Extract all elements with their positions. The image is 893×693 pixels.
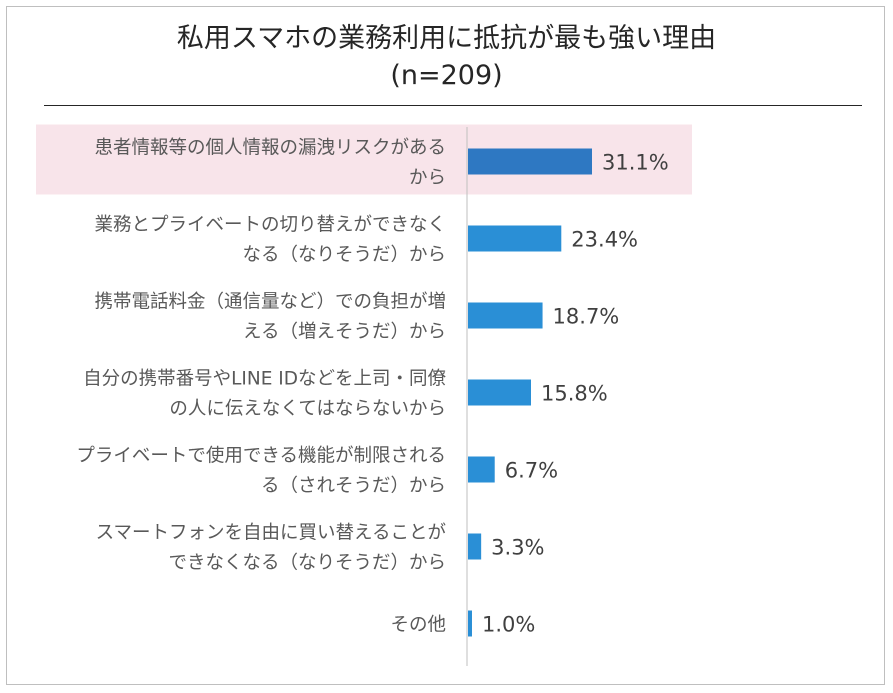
bar-5 — [468, 533, 482, 560]
category-label-2-line-0: 携帯電話料金（通信量など）での負担が増 — [94, 292, 446, 313]
bar-6 — [468, 610, 472, 637]
category-label-4-line-1: る（されそうだ）から — [261, 476, 446, 497]
bar-4 — [468, 456, 495, 483]
chart-subtitle: (n=209) — [390, 60, 503, 91]
chart-title-main: 私用スマホの業務利用に抵抗が最も強い理由 — [176, 23, 717, 54]
value-label-2: 18.7% — [553, 305, 620, 329]
value-label-1: 23.4% — [571, 228, 638, 252]
bar-3 — [468, 379, 531, 406]
value-label-3: 15.8% — [541, 382, 608, 406]
chart-frame — [6, 6, 885, 685]
bar-2 — [468, 302, 543, 329]
category-label-0-line-0: 患者情報等の個人情報の漏洩リスクがある — [94, 138, 446, 159]
category-label-3-line-1: の人に伝えなくてはならないから — [169, 399, 446, 420]
chart-title: 私用スマホの業務利用に抵抗が最も強い理由 (n=209) — [0, 20, 893, 94]
value-label-0: 31.1% — [602, 151, 669, 175]
category-label-0-line-1: から — [409, 168, 446, 189]
category-label-6-line-0: その他 — [390, 615, 446, 636]
title-divider — [44, 105, 862, 106]
category-label-4-line-0: プライベートで使用できる機能が制限される — [76, 446, 446, 467]
category-label-1-line-1: なる（なりそうだ）から — [242, 245, 446, 266]
bar-0 — [468, 148, 592, 175]
category-label-2-line-1: える（増えそうだ）から — [243, 322, 446, 343]
value-label-6: 1.0% — [482, 613, 535, 637]
bar-1 — [468, 225, 562, 252]
category-label-1-line-0: 業務とプライベートの切り替えができなく — [94, 215, 446, 236]
category-label-5-line-1: できなくなる（なりそうだ）から — [168, 553, 446, 574]
value-label-5: 3.3% — [491, 536, 544, 560]
category-label-3-line-0: 自分の携帯番号やLINE IDなどを上司・同僚 — [83, 369, 446, 390]
highlight-band — [36, 124, 692, 195]
category-label-5-line-0: スマートフォンを自由に買い替えることが — [96, 523, 446, 544]
value-label-4: 6.7% — [505, 459, 558, 483]
